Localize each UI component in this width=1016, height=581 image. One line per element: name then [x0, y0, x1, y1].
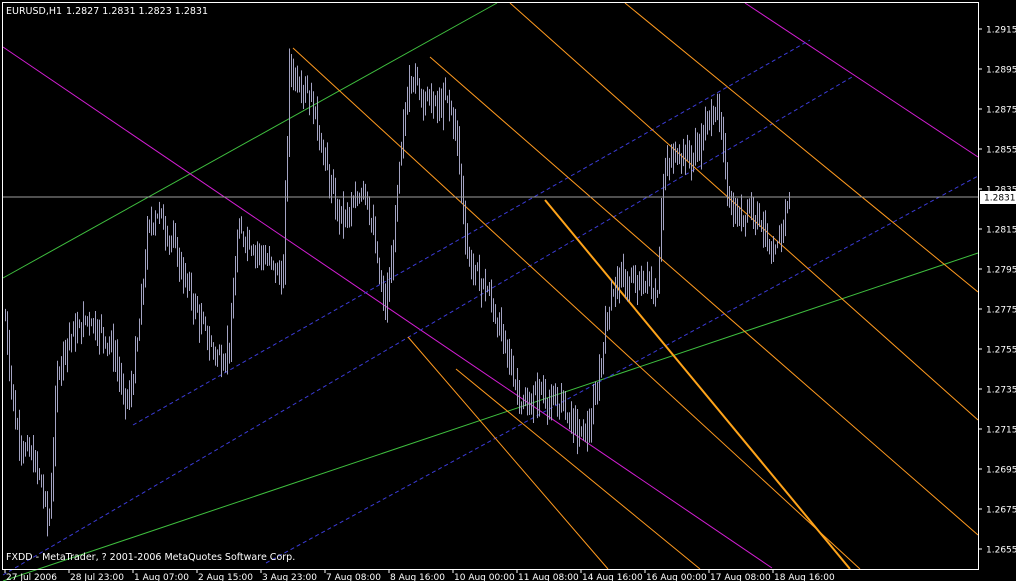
- drawn-objects[interactable]: [2, 2, 979, 581]
- y-tick-label: 1.2855: [986, 146, 1016, 156]
- x-tick-label: 8 Aug 16:00: [390, 573, 445, 581]
- plot-frame: [2, 2, 979, 570]
- blue-dashed-line[interactable]: [132, 39, 811, 426]
- price-axis[interactable]: 1.2915 1.2895 1.2875 1.2855 1.2835 1.2815 1.27…: [978, 26, 1016, 556]
- price-bars: [5, 48, 790, 537]
- y-tick-label: 1.2795: [986, 266, 1016, 276]
- x-tick-label: 11 Aug 08:00: [518, 573, 579, 581]
- orange-pitchfork-line[interactable]: [429, 56, 979, 536]
- x-tick-label: 14 Aug 16:00: [582, 573, 643, 581]
- green-trend-line[interactable]: [2, 252, 979, 581]
- y-tick-label: 1.2815: [986, 226, 1016, 236]
- green-trend-line[interactable]: [2, 2, 498, 279]
- time-axis[interactable]: 27 Jul 2006 28 Jul 23:00 1 Aug 07:00 2 Aug …: [4, 569, 835, 581]
- orange-pitchfork-line[interactable]: [509, 2, 979, 421]
- y-tick-label: 1.2735: [986, 386, 1016, 396]
- y-tick-label: 1.2675: [986, 506, 1016, 516]
- x-tick-label: 1 Aug 07:00: [134, 573, 189, 581]
- blue-dashed-line[interactable]: [265, 175, 979, 564]
- x-tick-label: 3 Aug 23:00: [262, 573, 317, 581]
- chart-ohlc-label: 1.2827 1.2831 1.2823 1.2831: [66, 6, 208, 17]
- y-tick-label: 1.2715: [986, 426, 1016, 436]
- orange-pitchfork-line[interactable]: [455, 368, 701, 570]
- orange-pitchfork-line[interactable]: [624, 2, 979, 293]
- x-tick-label: 10 Aug 00:00: [454, 573, 515, 581]
- y-tick-label: 1.2755: [986, 346, 1016, 356]
- current-price-tag: [980, 191, 1016, 204]
- x-tick-label: 17 Aug 08:00: [710, 573, 771, 581]
- y-tick-label: 1.2915: [986, 26, 1016, 36]
- orange-pitchfork-line[interactable]: [407, 336, 609, 570]
- y-tick-label: 1.2875: [986, 106, 1016, 116]
- chart-symbol-label: EURUSD,H1: [6, 6, 62, 17]
- current-price-tag-label: 1.2831: [984, 194, 1016, 204]
- orange-median-line[interactable]: [544, 199, 851, 570]
- x-tick-label: 28 Jul 23:00: [70, 573, 124, 581]
- magenta-trend-line[interactable]: [744, 2, 979, 158]
- x-tick-label: 27 Jul 2006: [6, 573, 57, 581]
- y-tick-label: 1.2655: [986, 546, 1016, 556]
- x-tick-label: 7 Aug 08:00: [326, 573, 381, 581]
- y-tick-label: 1.2695: [986, 466, 1016, 476]
- x-tick-label: 18 Aug 16:00: [774, 573, 835, 581]
- y-tick-label: 1.2775: [986, 306, 1016, 316]
- blue-dashed-line[interactable]: [2, 76, 853, 576]
- x-tick-label: 2 Aug 15:00: [198, 573, 253, 581]
- x-tick-label: 16 Aug 00:00: [646, 573, 707, 581]
- orange-pitchfork-line[interactable]: [292, 47, 861, 570]
- y-tick-label: 1.2835: [986, 186, 1016, 196]
- copyright-notice: FXDD - MetaTrader, ? 2001-2006 MetaQuote…: [6, 552, 295, 563]
- y-tick-label: 1.2895: [986, 66, 1016, 76]
